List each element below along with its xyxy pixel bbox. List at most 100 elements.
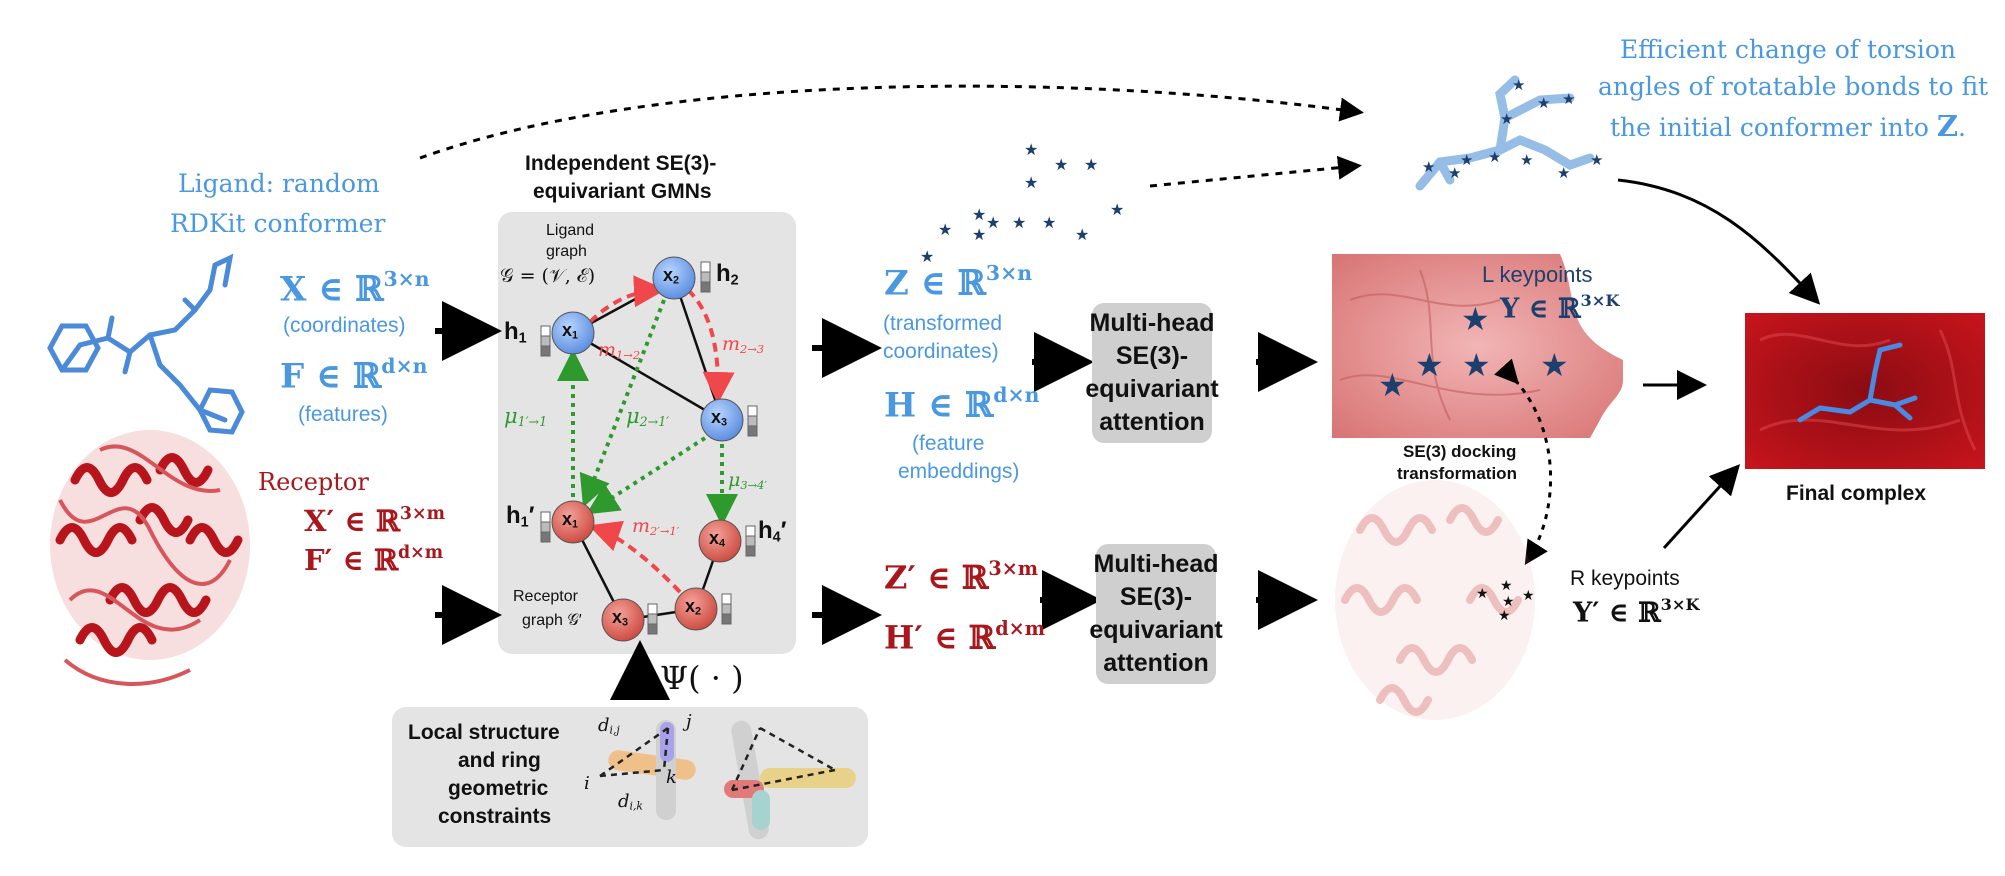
feature-bars bbox=[540, 261, 758, 635]
z-point-cloud: ★★ ★ ★★ ★★ ★ ★ ★ ★ ★★ bbox=[920, 140, 1124, 266]
torsion-text-line2: angles of rotatable bonds to fit bbox=[1598, 72, 1989, 101]
svg-text:★: ★ bbox=[1540, 346, 1569, 384]
constraint-dij-label: di,j bbox=[598, 715, 620, 737]
svg-text:★: ★ bbox=[972, 225, 986, 244]
dotted-arrow-ligand-to-torsion bbox=[419, 84, 1364, 160]
receptor-protein-image bbox=[50, 430, 250, 686]
constraint-dik-label: di,k bbox=[618, 791, 643, 813]
svg-text:★: ★ bbox=[1502, 594, 1515, 610]
ligand-x-formula: X ∈ ℝ3×n bbox=[280, 267, 430, 310]
svg-text:★: ★ bbox=[1460, 151, 1473, 169]
svg-text:★: ★ bbox=[1461, 300, 1490, 338]
constraint-k-label: k bbox=[666, 767, 677, 788]
svg-text:★: ★ bbox=[920, 247, 934, 266]
h1-label: h1 bbox=[504, 318, 527, 347]
arrow-torsion-to-final bbox=[1617, 178, 1821, 305]
torsion-text-line1: Efficient change of torsion bbox=[1620, 35, 1957, 64]
psi-label: Ψ( · ) bbox=[660, 659, 744, 697]
node-rx3-label: x3 bbox=[612, 607, 629, 629]
final-complex-label: Final complex bbox=[1786, 482, 1927, 505]
svg-text:★: ★ bbox=[1110, 200, 1124, 219]
message-m12-label: m1→2 bbox=[598, 339, 641, 362]
constraint-j-label: j bbox=[686, 711, 692, 732]
receptor-graph-label-line1: Receptor bbox=[513, 588, 578, 605]
torsion-ligand-image: ★★ ★ ★★★ ★ ★★ ★★ bbox=[1415, 75, 1603, 191]
gmn-title-line2: equivariant GMNs bbox=[533, 180, 712, 203]
gmn-green-messages bbox=[557, 299, 738, 526]
constraint-molecule-2 bbox=[724, 720, 856, 840]
final-complex-image bbox=[1745, 313, 1985, 469]
svg-text:★: ★ bbox=[1488, 148, 1501, 166]
l-keypoints-title: L keypoints bbox=[1482, 262, 1593, 287]
h-formula: H ∈ ℝd×n bbox=[884, 383, 1040, 426]
torsion-text-line3: the initial conformer into Z. bbox=[1610, 109, 1966, 143]
ligand-pocket-surface: ★ ★ ★ ★ ★ bbox=[1332, 254, 1623, 438]
r-keypoints-stars: ★ ★★ ★★ bbox=[1476, 578, 1535, 624]
receptor-title: Receptor bbox=[258, 468, 369, 496]
svg-text:★: ★ bbox=[1378, 366, 1407, 404]
svg-text:★: ★ bbox=[1512, 76, 1525, 94]
constraint-i-label: i bbox=[584, 773, 590, 794]
svg-text:★: ★ bbox=[1084, 155, 1098, 174]
ligand-graph-formula: 𝒢 = (𝒱, ℰ) bbox=[500, 265, 596, 287]
docking-label-line1: SE(3) docking bbox=[1403, 442, 1517, 461]
svg-text:★: ★ bbox=[986, 213, 1000, 232]
svg-text:★: ★ bbox=[1422, 158, 1435, 176]
h-caption-line1: (feature bbox=[912, 432, 985, 455]
z-prime-formula: Z′ ∈ ℝ3×m bbox=[884, 557, 1039, 597]
node-x2-label: x2 bbox=[663, 265, 680, 287]
dotted-arrow-z-to-torsion bbox=[1149, 155, 1362, 188]
h1-prime-label: h1′ bbox=[506, 502, 535, 531]
node-rx4-label: x4 bbox=[709, 528, 726, 550]
constraints-line1: Local structure bbox=[408, 721, 560, 744]
h-caption-line2: embeddings) bbox=[898, 460, 1020, 483]
svg-text:★: ★ bbox=[1054, 155, 1068, 174]
node-rx1-label: x1 bbox=[562, 509, 579, 531]
ligand-title-line2: RDKit conformer bbox=[170, 209, 386, 238]
node-rx2-label: x2 bbox=[685, 596, 702, 618]
node-x1-label: x1 bbox=[562, 320, 579, 342]
svg-text:★: ★ bbox=[1462, 346, 1491, 384]
gmn-nodes bbox=[551, 256, 744, 642]
ligand-title-line1: Ligand: random bbox=[178, 169, 380, 198]
docking-transformation-arrow bbox=[1494, 358, 1553, 566]
svg-text:★: ★ bbox=[1448, 164, 1461, 182]
gmn-title-line1: Independent SE(3)- bbox=[525, 152, 717, 175]
ligand-f-caption: (features) bbox=[298, 403, 388, 426]
svg-text:★: ★ bbox=[972, 205, 986, 224]
constraints-line2: and ring bbox=[458, 749, 541, 772]
svg-text:★: ★ bbox=[1024, 173, 1038, 192]
h2-label: h2 bbox=[716, 260, 739, 289]
ligand-graph-label-line2: graph bbox=[546, 243, 587, 260]
constraint-molecule-1 bbox=[599, 720, 696, 820]
message-mu21-label: μ2→1′ bbox=[626, 404, 670, 430]
svg-text:★: ★ bbox=[1498, 608, 1511, 624]
svg-text:★: ★ bbox=[1522, 588, 1535, 604]
node-x3-label: x3 bbox=[711, 407, 728, 429]
h-prime-formula: H′ ∈ ℝd×m bbox=[884, 617, 1046, 657]
ligand-x-caption: (coordinates) bbox=[283, 314, 406, 337]
svg-text:★: ★ bbox=[938, 220, 952, 239]
h4-prime-label: h4′ bbox=[758, 517, 787, 546]
z-formula: Z ∈ ℝ3×n bbox=[884, 261, 1033, 304]
svg-text:★: ★ bbox=[1557, 164, 1570, 182]
r-keypoints-title: R keypoints bbox=[1570, 567, 1680, 590]
ligand-molecule-image bbox=[47, 253, 245, 435]
svg-text:★: ★ bbox=[1415, 346, 1444, 384]
svg-text:★: ★ bbox=[1520, 151, 1533, 169]
r-keypoints-formula: Y′ ∈ ℝ3×K bbox=[1573, 595, 1700, 629]
svg-text:★: ★ bbox=[1590, 151, 1603, 169]
receptor-f-formula: F′ ∈ ℝd×m bbox=[304, 543, 444, 578]
svg-text:★: ★ bbox=[1476, 586, 1489, 602]
receptor-x-formula: X′ ∈ ℝ3×m bbox=[304, 504, 445, 539]
ligand-f-formula: F ∈ ℝd×n bbox=[280, 354, 428, 397]
arrow-r-keypoints-to-final bbox=[1662, 464, 1741, 550]
ligand-graph-label-line1: Ligand bbox=[546, 222, 595, 239]
message-m21p-label: m2′→1′ bbox=[632, 515, 680, 538]
docking-label-line2: transformation bbox=[1397, 464, 1517, 483]
message-mu11-label: μ1′→1 bbox=[504, 404, 548, 430]
svg-text:★: ★ bbox=[1012, 213, 1026, 232]
z-caption-line1: (transformed bbox=[883, 312, 1003, 335]
svg-text:★: ★ bbox=[1075, 225, 1089, 244]
receptor-graph-label-line2: graph 𝒢′ bbox=[522, 612, 582, 629]
